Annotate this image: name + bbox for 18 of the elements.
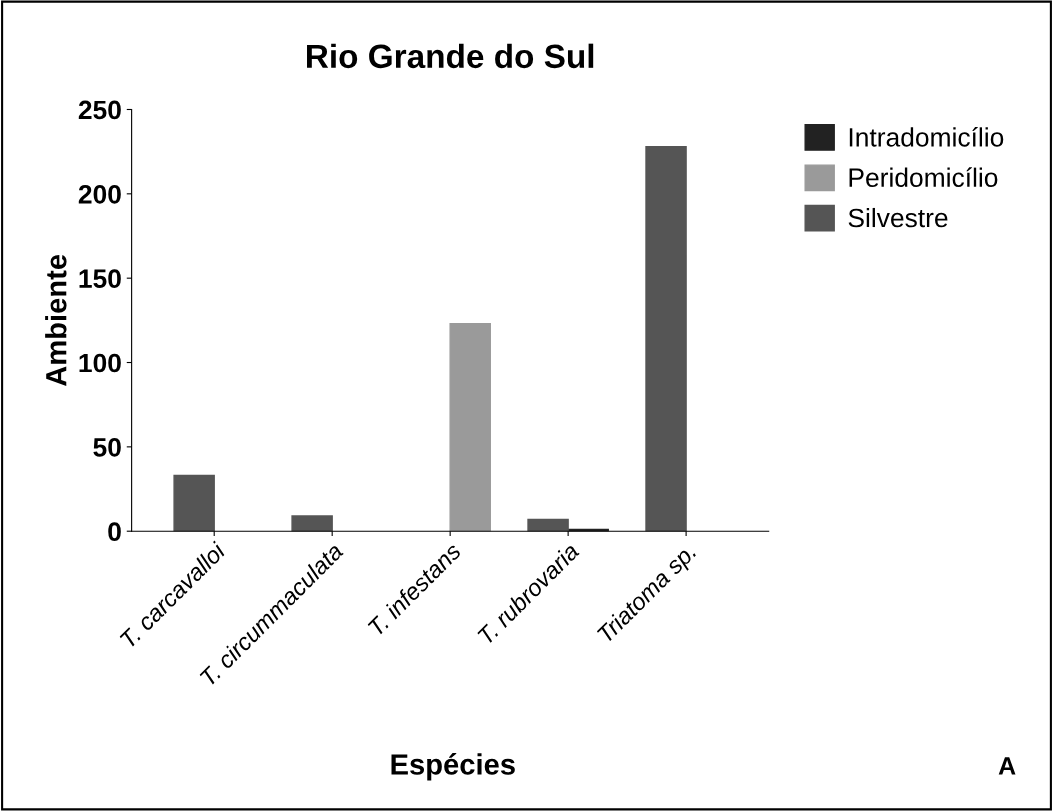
y-tick-label: 250 <box>78 100 121 120</box>
y-tick-label: 150 <box>79 269 121 288</box>
legend-label: Peridomicílio <box>849 167 998 188</box>
bar <box>291 515 333 532</box>
x-axis-title: Espécies <box>391 753 515 781</box>
y-tick-label: 50 <box>93 438 121 457</box>
y-tick-label: 0 <box>108 522 121 542</box>
bar <box>173 474 215 532</box>
y-tick-label: 200 <box>78 184 121 204</box>
bar <box>449 323 491 532</box>
bar <box>645 145 687 532</box>
y-tick-label: 100 <box>79 353 121 373</box>
legend-label: Silvestre <box>848 207 948 228</box>
legend-label: Intradomicílio <box>849 127 1004 147</box>
text: A <box>998 757 1016 775</box>
chart-title: Rio Grande do Sul <box>307 43 594 69</box>
bar <box>527 518 569 532</box>
y-axis-title: Ambiente <box>45 254 67 387</box>
